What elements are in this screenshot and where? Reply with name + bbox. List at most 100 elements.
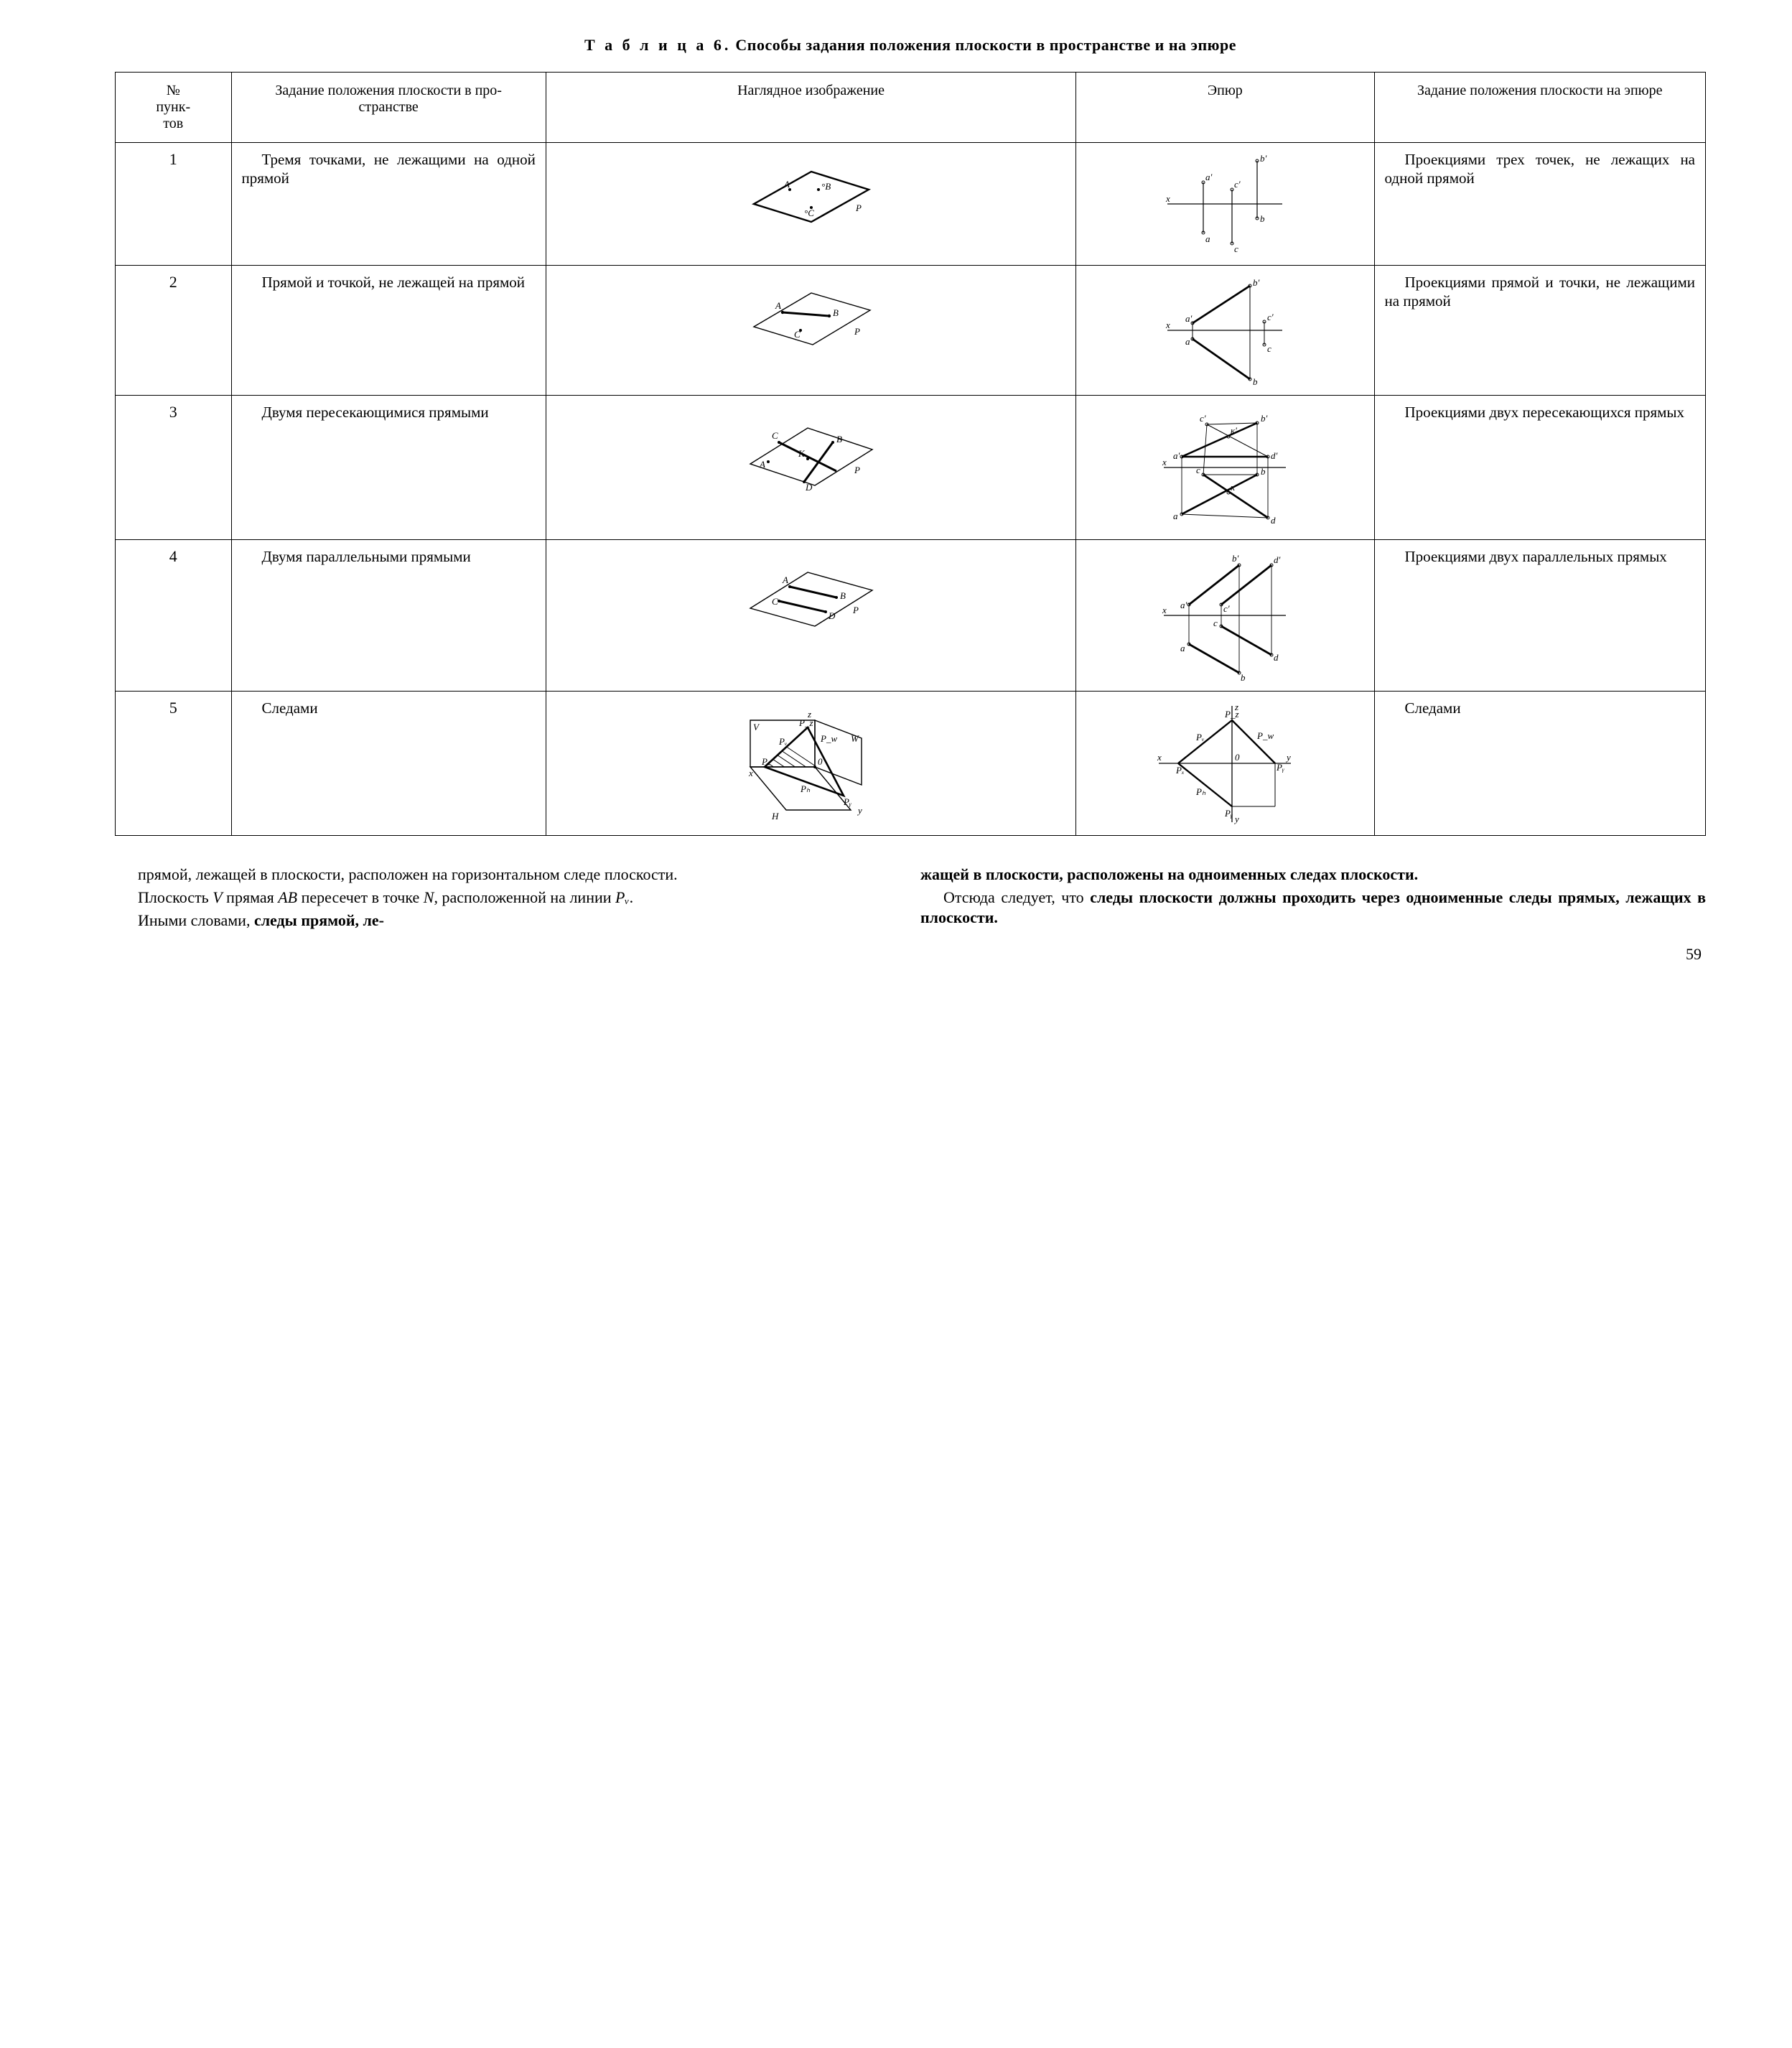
table-row: 4 Двумя параллельными прямыми A B C D P …	[116, 540, 1706, 692]
header-result: Задание положения плоскости на эпюре	[1374, 73, 1705, 143]
svg-text:к′: к′	[1231, 425, 1237, 436]
svg-text:a: a	[1205, 233, 1210, 244]
svg-text:b′: b′	[1260, 153, 1267, 164]
svg-text:d′: d′	[1274, 554, 1281, 565]
table-row: 5 Следами V W H z x y	[116, 692, 1706, 836]
svg-text:x: x	[748, 768, 753, 778]
svg-text:Pᵧ: Pᵧ	[1224, 808, 1233, 819]
svg-text:b′: b′	[1261, 413, 1268, 424]
svg-text:P: P	[854, 326, 860, 337]
svg-text:c: c	[1234, 243, 1238, 254]
svg-text:b: b	[1241, 672, 1246, 683]
row-desc: Тремя точками, не лежащими на одной прям…	[231, 143, 546, 266]
svg-text:y: y	[1285, 752, 1291, 763]
row-fig-3d: V W H z x y 0 Pₓ P_z Pᵧ Pᵥ	[546, 692, 1075, 836]
svg-text:c′: c′	[1223, 603, 1230, 614]
row-fig-epure: x a′ b′ c′ d′ a b c d	[1076, 540, 1374, 692]
row-fig-3d: A B C D P	[546, 540, 1075, 692]
row-fig-3d: C B K A D P	[546, 396, 1075, 540]
row-result: Следами	[1374, 692, 1705, 836]
row-result: Проекциями двух пересекающихся прямых	[1374, 396, 1705, 540]
svg-text:c′: c′	[1200, 413, 1206, 424]
svg-text:c′: c′	[1234, 179, 1241, 190]
svg-text:P_z: P_z	[1224, 709, 1239, 720]
body-p3: Иными словами, следы прямой, ле-	[115, 911, 900, 931]
table-row: 3 Двумя пересекающимися прямыми C B K A …	[116, 396, 1706, 540]
title-rest: Способы задания положения плоскости в пр…	[731, 36, 1236, 54]
svg-text:W: W	[851, 733, 859, 744]
svg-text:K: K	[798, 448, 806, 459]
svg-text:D: D	[805, 482, 813, 493]
svg-text:c: c	[1196, 465, 1200, 475]
svg-text:H: H	[771, 811, 779, 821]
svg-text:Pᵧ: Pᵧ	[1276, 762, 1284, 773]
svg-text:P_w: P_w	[1256, 730, 1274, 741]
svg-text:a′: a′	[1180, 600, 1187, 610]
svg-text:P: P	[854, 465, 860, 475]
row-num: 1	[116, 143, 232, 266]
row-num: 5	[116, 692, 232, 836]
svg-text:a′: a′	[1173, 450, 1180, 461]
svg-text:y: y	[1233, 814, 1239, 824]
svg-text:0: 0	[1235, 752, 1240, 763]
svg-text:a: a	[1185, 336, 1190, 347]
svg-text:B: B	[836, 434, 842, 444]
svg-text:D: D	[828, 610, 836, 621]
row-fig-3d: A B C P	[546, 266, 1075, 396]
svg-text:c: c	[1267, 343, 1271, 354]
svg-text:b: b	[1260, 213, 1265, 224]
svg-text:b′: b′	[1232, 553, 1239, 564]
row-desc: Двумя пересекающимися прямыми	[231, 396, 546, 540]
svg-text:A: A	[759, 459, 765, 470]
svg-text:Pₕ: Pₕ	[1195, 786, 1206, 797]
row-fig-epure: x a′ b′ a b c′ c	[1076, 266, 1374, 396]
svg-text:к: к	[1231, 482, 1236, 493]
svg-text:°C: °C	[804, 208, 814, 218]
row-result: Проекциями трех точек, не лежащих на одн…	[1374, 143, 1705, 266]
svg-text:P: P	[852, 605, 859, 615]
body-p2: Плоскость V прямая AB пересечет в точке …	[115, 888, 900, 908]
svg-text:x: x	[1157, 752, 1162, 763]
svg-text:x: x	[1162, 605, 1167, 615]
svg-text:Pₓ: Pₓ	[1175, 765, 1185, 776]
svg-text:b: b	[1253, 376, 1258, 387]
svg-text:c: c	[1213, 618, 1218, 628]
row-fig-epure: x a′ c′ b′ d′ к′ a c b d к	[1076, 396, 1374, 540]
svg-text:A: A	[782, 574, 788, 585]
svg-text:A: A	[775, 300, 781, 311]
svg-text:b: b	[1261, 466, 1266, 477]
svg-text:x: x	[1165, 193, 1170, 204]
svg-text:P_z: P_z	[798, 717, 813, 728]
svg-text:Pᵧ: Pᵧ	[843, 796, 851, 807]
title-prefix: Т а б л и ц а 6.	[584, 36, 731, 54]
main-table: № пунк- тов Задание положения плоскости …	[115, 72, 1706, 836]
body-p5: Отсюда следует, что следы плоскости долж…	[920, 888, 1706, 928]
svg-text:C: C	[772, 430, 778, 441]
row-num: 4	[116, 540, 232, 692]
svg-text:P: P	[855, 203, 862, 213]
table-row: 1 Тремя точками, не лежащими на одной пр…	[116, 143, 1706, 266]
row-desc: Двумя параллельными прямыми	[231, 540, 546, 692]
body-p4: жащей в плоскости, расположены на одноим…	[920, 865, 1706, 885]
svg-text:C: C	[794, 329, 801, 340]
svg-text:x: x	[1162, 457, 1167, 467]
svg-text:Pᵥ: Pᵥ	[1195, 732, 1205, 743]
svg-text:y: y	[857, 805, 862, 816]
row-desc: Прямой и точкой, не лежащей на прямой	[231, 266, 546, 396]
svg-text:d: d	[1271, 515, 1276, 526]
header-num: № пунк- тов	[116, 73, 232, 143]
svg-text:Pₕ: Pₕ	[800, 783, 811, 794]
row-result: Проекциями прямой и точки, не лежащими н…	[1374, 266, 1705, 396]
svg-text:b′: b′	[1253, 277, 1260, 288]
svg-text:Pᵥ: Pᵥ	[778, 736, 788, 747]
svg-text:d′: d′	[1271, 450, 1278, 461]
row-num: 3	[116, 396, 232, 540]
page-number: 59	[115, 945, 1706, 964]
row-fig-3d: A °B °C P	[546, 143, 1075, 266]
svg-text:x: x	[1165, 320, 1170, 330]
svg-text:d: d	[1274, 652, 1279, 663]
table-row: 2 Прямой и точкой, не лежащей на прямой …	[116, 266, 1706, 396]
svg-text:a′: a′	[1185, 313, 1193, 324]
svg-text:V: V	[753, 722, 760, 732]
header-epure: Эпюр	[1076, 73, 1374, 143]
